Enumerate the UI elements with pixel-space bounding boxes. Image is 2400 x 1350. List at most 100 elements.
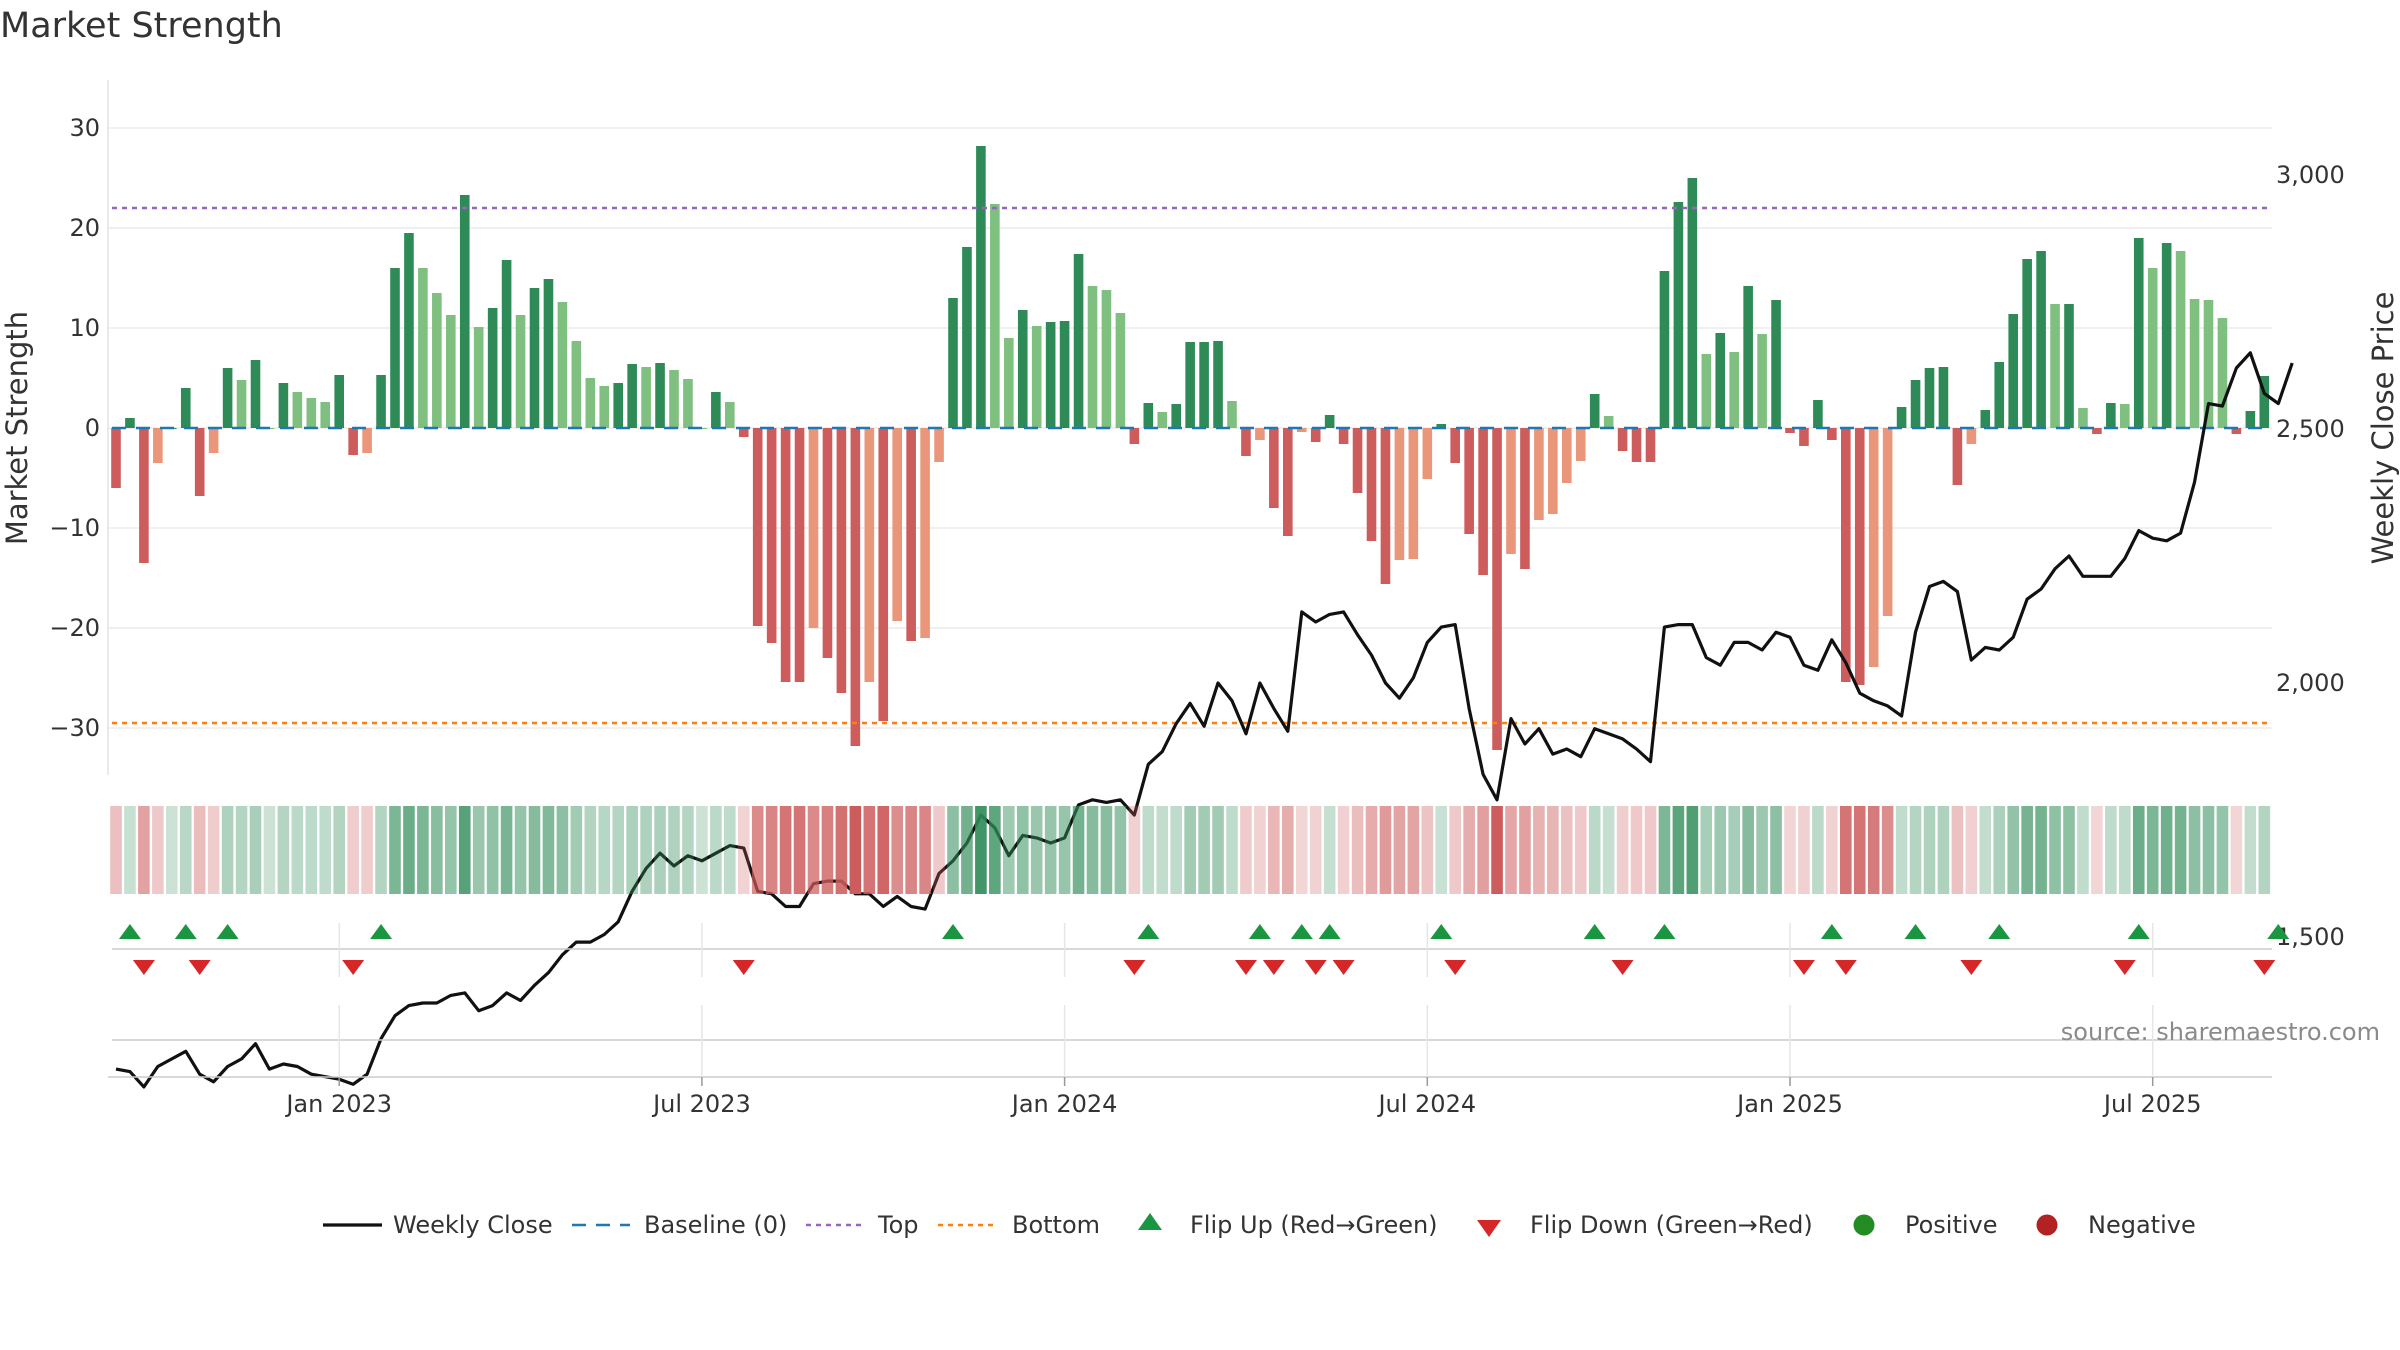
flip-up-marker xyxy=(1430,924,1453,939)
flip-down-marker xyxy=(1332,960,1355,975)
flip-up-marker xyxy=(1820,924,1843,939)
flip-up-marker xyxy=(1137,924,1160,939)
strength-bar xyxy=(976,146,986,428)
flip-down-marker xyxy=(1611,960,1634,975)
heat-cell xyxy=(1826,806,1838,894)
heat-cell xyxy=(1533,806,1545,894)
strength-bar xyxy=(585,378,596,428)
heat-cell xyxy=(2132,806,2145,894)
heat-cell xyxy=(849,806,862,894)
heat-cell xyxy=(835,806,848,894)
heat-cell xyxy=(1058,806,1071,894)
heat-cell xyxy=(1686,806,1699,894)
strength-bar xyxy=(1868,428,1879,667)
strength-bar xyxy=(543,279,554,428)
strength-bar xyxy=(2203,300,2214,428)
strength-bar xyxy=(1269,428,1279,508)
heat-cell xyxy=(361,806,373,894)
heat-cell xyxy=(1003,806,1015,894)
strength-bar xyxy=(1045,322,1056,428)
strength-bar xyxy=(1520,428,1530,569)
strength-bar xyxy=(1004,338,1014,428)
left-y-axis: 30 20 10 0 −10 −20 −30 xyxy=(49,114,100,742)
strength-bar xyxy=(139,428,149,563)
strength-bar xyxy=(1659,271,1670,428)
flip-down-marker xyxy=(1834,960,1857,975)
heat-cell xyxy=(710,806,722,894)
heat-cell xyxy=(1156,806,1169,894)
heat-cell xyxy=(1728,806,1740,894)
heat-cell xyxy=(1658,806,1671,894)
heat-cell xyxy=(2105,806,2117,894)
strength-bar xyxy=(738,428,749,437)
y-tick-label: 20 xyxy=(69,214,100,242)
flip-up-marker xyxy=(216,924,239,939)
heat-cell xyxy=(375,806,387,894)
heat-cell xyxy=(1184,806,1196,894)
strength-bar xyxy=(1324,415,1335,428)
flip-up-marker xyxy=(2127,924,2150,939)
strength-bar xyxy=(278,383,289,428)
heat-cell xyxy=(1463,806,1475,894)
heat-cell xyxy=(654,806,666,894)
heat-cell xyxy=(793,806,806,894)
heat-cell xyxy=(1714,806,1727,894)
strength-bar xyxy=(2022,259,2032,428)
heat-cell xyxy=(947,806,959,894)
strength-bar xyxy=(669,370,679,428)
source-text: source: sharemaestro.com xyxy=(2061,1018,2380,1046)
heat-cell xyxy=(1379,806,1392,894)
strength-bar xyxy=(836,428,847,693)
heat-cell xyxy=(472,806,485,894)
heat-cell xyxy=(933,806,945,894)
strength-bar xyxy=(180,388,191,428)
heat-cell xyxy=(2021,806,2033,894)
strength-bar xyxy=(362,428,372,453)
heat-cell xyxy=(1770,806,1782,894)
heat-cell xyxy=(877,806,890,894)
strength-bar xyxy=(1450,428,1460,463)
heat-cell xyxy=(1323,806,1336,894)
strength-bar xyxy=(1785,428,1795,433)
flip-up-marker xyxy=(942,924,964,939)
heat-cell xyxy=(1491,806,1503,894)
heat-cell xyxy=(1561,806,1573,894)
heat-cell xyxy=(1449,806,1461,894)
strength-bar xyxy=(1087,286,1098,428)
legend-top-label: Top xyxy=(877,1211,919,1239)
heat-cell xyxy=(2091,806,2103,894)
strength-bar xyxy=(725,402,735,428)
strength-bar xyxy=(1380,428,1391,584)
strength-bar xyxy=(1352,428,1363,493)
strength-bar xyxy=(1743,286,1753,428)
strength-bar xyxy=(1115,313,1126,428)
heat-cell xyxy=(1254,806,1266,894)
strength-bar xyxy=(1841,428,1851,682)
heat-cell xyxy=(1282,806,1294,894)
strength-bar xyxy=(1255,428,1265,440)
strength-bar xyxy=(529,288,540,428)
heat-cell xyxy=(1170,806,1182,894)
heat-cell xyxy=(626,806,638,894)
strength-bar xyxy=(850,428,861,746)
heat-cell xyxy=(891,806,903,894)
heat-cell xyxy=(1505,806,1517,894)
y-tick-label: 10 xyxy=(69,314,100,342)
heat-cell xyxy=(1993,806,2006,894)
strength-bar xyxy=(446,315,456,428)
heat-cell xyxy=(1840,806,1852,894)
heat-cell xyxy=(445,806,457,894)
legend-weekly-close-label: Weekly Close xyxy=(393,1211,553,1239)
flip-down-marker xyxy=(2113,960,2136,975)
legend-positive-swatch xyxy=(1853,1214,1875,1236)
heat-cell xyxy=(1016,806,1029,894)
strength-bar xyxy=(376,375,386,428)
heat-cell xyxy=(598,806,611,894)
strength-bar xyxy=(1227,401,1237,428)
strength-bar xyxy=(250,360,261,428)
heat-cell xyxy=(486,806,499,894)
strength-bar xyxy=(892,428,902,621)
heat-cell xyxy=(249,806,262,894)
heat-cell xyxy=(1909,806,1922,894)
